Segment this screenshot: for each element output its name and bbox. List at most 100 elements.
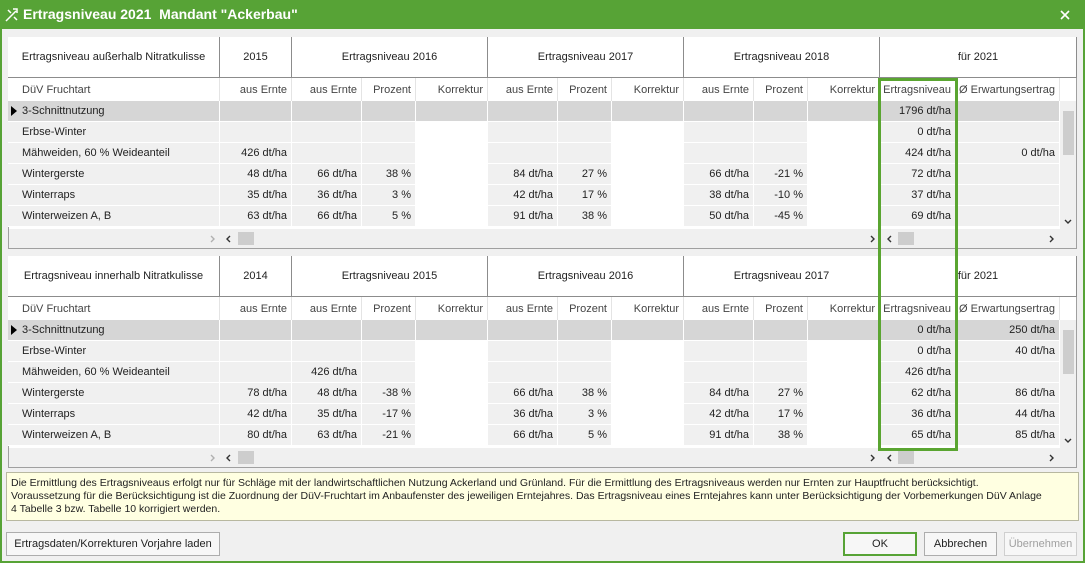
- data-cell: [956, 185, 1060, 206]
- data-cell[interactable]: [612, 164, 684, 185]
- data-cell[interactable]: [416, 206, 488, 227]
- data-cell: 424 dt/ha: [880, 143, 956, 164]
- data-cell[interactable]: [416, 101, 488, 122]
- data-cell: -45 %: [754, 206, 808, 227]
- row-indicator: [8, 404, 18, 425]
- scroll-arrow[interactable]: [208, 454, 216, 462]
- ok-button[interactable]: OK: [843, 532, 917, 556]
- data-cell[interactable]: [808, 122, 880, 143]
- crop-name: Wintergerste: [18, 383, 220, 404]
- data-cell[interactable]: [808, 362, 880, 383]
- info-line: Voraussetzung für die Berücksichtigung i…: [11, 490, 1042, 502]
- data-cell[interactable]: [612, 383, 684, 404]
- data-cell: [754, 143, 808, 164]
- data-cell[interactable]: [808, 404, 880, 425]
- data-cell[interactable]: [416, 425, 488, 446]
- scroll-arrow[interactable]: [208, 235, 216, 243]
- data-cell: 38 %: [754, 425, 808, 446]
- data-cell[interactable]: [612, 122, 684, 143]
- header-cell: [8, 78, 18, 101]
- scroll-arrow[interactable]: [225, 454, 233, 462]
- load-button[interactable]: Ertragsdaten/Korrekturen Vorjahre laden: [6, 532, 220, 556]
- data-cell: 37 dt/ha: [880, 185, 956, 206]
- row-indicator: [8, 185, 18, 206]
- data-cell[interactable]: [416, 143, 488, 164]
- data-cell: 50 dt/ha: [684, 206, 754, 227]
- data-cell: 5 %: [362, 206, 416, 227]
- scroll-thumb[interactable]: [238, 232, 254, 245]
- crop-name: 3-Schnittnutzung: [18, 101, 220, 122]
- data-cell[interactable]: [416, 404, 488, 425]
- data-cell[interactable]: [416, 383, 488, 404]
- data-cell[interactable]: [416, 164, 488, 185]
- data-cell[interactable]: [416, 185, 488, 206]
- scroll-arrow[interactable]: [886, 454, 894, 462]
- data-cell[interactable]: [808, 383, 880, 404]
- close-button[interactable]: [1059, 9, 1071, 21]
- data-cell[interactable]: [808, 164, 880, 185]
- row-indicator: [8, 425, 18, 446]
- window-title: Ertragsniveau 2021 Mandant "Ackerbau": [23, 6, 298, 22]
- scroll-arrow[interactable]: [1047, 235, 1055, 243]
- crop-name: Wintergerste: [18, 164, 220, 185]
- data-cell[interactable]: [416, 341, 488, 362]
- data-cell: [684, 362, 754, 383]
- scroll-thumb[interactable]: [1063, 111, 1074, 155]
- data-cell: [684, 320, 754, 341]
- data-cell[interactable]: [808, 206, 880, 227]
- data-cell: [956, 122, 1060, 143]
- data-cell: 44 dt/ha: [956, 404, 1060, 425]
- data-cell: 40 dt/ha: [956, 341, 1060, 362]
- data-cell[interactable]: [808, 341, 880, 362]
- data-cell[interactable]: [612, 143, 684, 164]
- data-cell: [488, 101, 558, 122]
- data-cell: 42 dt/ha: [220, 404, 292, 425]
- column-header: aus Ernte: [220, 297, 292, 320]
- data-cell[interactable]: [612, 362, 684, 383]
- scroll-arrow[interactable]: [886, 235, 894, 243]
- scroll-thumb[interactable]: [898, 232, 914, 245]
- scroll-arrow[interactable]: [1064, 217, 1072, 225]
- group-header: Ertragsniveau 2017: [488, 37, 684, 78]
- data-cell[interactable]: [808, 425, 880, 446]
- group-header: Ertragsniveau 2018: [684, 37, 880, 78]
- scroll-arrow[interactable]: [1047, 454, 1055, 462]
- scroll-thumb[interactable]: [898, 451, 914, 464]
- scroll-thumb[interactable]: [1063, 330, 1074, 374]
- data-cell: [956, 164, 1060, 185]
- data-cell: -21 %: [754, 164, 808, 185]
- data-cell: [956, 206, 1060, 227]
- data-cell: [362, 143, 416, 164]
- data-cell: 86 dt/ha: [956, 383, 1060, 404]
- data-cell[interactable]: [808, 185, 880, 206]
- data-cell[interactable]: [612, 101, 684, 122]
- column-header: aus Ernte: [488, 78, 558, 101]
- data-cell[interactable]: [612, 206, 684, 227]
- data-cell: 42 dt/ha: [684, 404, 754, 425]
- scroll-thumb[interactable]: [238, 451, 254, 464]
- data-cell[interactable]: [416, 122, 488, 143]
- data-cell: 36 dt/ha: [880, 404, 956, 425]
- data-cell[interactable]: [808, 101, 880, 122]
- scroll-arrow[interactable]: [868, 235, 876, 243]
- data-cell[interactable]: [612, 320, 684, 341]
- scroll-arrow[interactable]: [868, 454, 876, 462]
- data-cell[interactable]: [612, 425, 684, 446]
- data-cell[interactable]: [612, 185, 684, 206]
- cancel-button[interactable]: Abbrechen: [924, 532, 997, 556]
- data-cell[interactable]: [808, 320, 880, 341]
- data-cell: [362, 362, 416, 383]
- data-cell[interactable]: [808, 143, 880, 164]
- data-cell[interactable]: [416, 320, 488, 341]
- apply-button[interactable]: Übernehmen: [1004, 532, 1077, 556]
- data-cell[interactable]: [416, 362, 488, 383]
- scroll-arrow[interactable]: [1064, 436, 1072, 444]
- data-cell[interactable]: [612, 404, 684, 425]
- window-border: [1083, 29, 1085, 563]
- data-cell: [362, 341, 416, 362]
- data-cell: [292, 122, 362, 143]
- h-scrollbar: [9, 229, 1060, 248]
- data-cell[interactable]: [612, 341, 684, 362]
- data-cell: 17 %: [558, 185, 612, 206]
- scroll-arrow[interactable]: [225, 235, 233, 243]
